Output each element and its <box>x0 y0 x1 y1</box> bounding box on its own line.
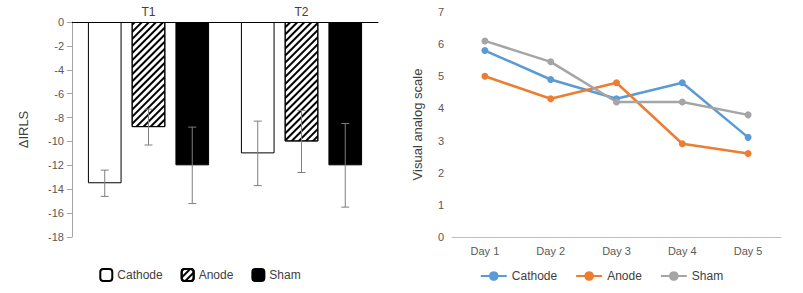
svg-text:-14: -14 <box>48 183 64 195</box>
svg-text:Sham: Sham <box>692 269 723 283</box>
svg-text:1: 1 <box>438 199 444 211</box>
svg-text:7: 7 <box>438 6 444 18</box>
svg-text:Day 3: Day 3 <box>602 245 631 257</box>
svg-text:6: 6 <box>438 38 444 50</box>
svg-text:Day 5: Day 5 <box>734 245 763 257</box>
svg-text:Day 4: Day 4 <box>668 245 697 257</box>
svg-text:5: 5 <box>438 70 444 82</box>
svg-text:-10: -10 <box>48 135 64 147</box>
svg-text:T2: T2 <box>294 5 308 19</box>
svg-text:4: 4 <box>438 102 444 114</box>
svg-text:Sham: Sham <box>269 268 300 282</box>
svg-text:Visual analog scale: Visual analog scale <box>410 69 425 181</box>
svg-text:Anode: Anode <box>607 269 642 283</box>
svg-text:Cathode: Cathode <box>117 268 163 282</box>
svg-text:ΔIRLS: ΔIRLS <box>16 110 31 148</box>
svg-text:Day 2: Day 2 <box>536 245 565 257</box>
svg-text:0: 0 <box>58 16 64 28</box>
svg-text:-16: -16 <box>48 207 64 219</box>
svg-text:T1: T1 <box>141 5 155 19</box>
svg-text:-6: -6 <box>54 88 64 100</box>
svg-text:-4: -4 <box>54 64 64 76</box>
svg-text:Day 1: Day 1 <box>471 245 500 257</box>
svg-text:-8: -8 <box>54 112 64 124</box>
svg-text:2: 2 <box>438 167 444 179</box>
svg-text:3: 3 <box>438 135 444 147</box>
svg-text:Cathode: Cathode <box>512 269 558 283</box>
svg-text:-12: -12 <box>48 159 64 171</box>
svg-text:Anode: Anode <box>199 268 234 282</box>
svg-text:-18: -18 <box>48 231 64 243</box>
svg-text:-2: -2 <box>54 40 64 52</box>
svg-text:0: 0 <box>438 231 444 243</box>
